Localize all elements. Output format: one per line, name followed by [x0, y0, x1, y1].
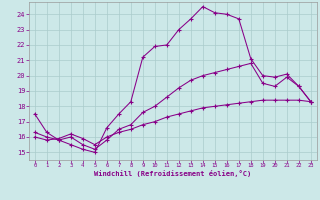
X-axis label: Windchill (Refroidissement éolien,°C): Windchill (Refroidissement éolien,°C): [94, 170, 252, 177]
